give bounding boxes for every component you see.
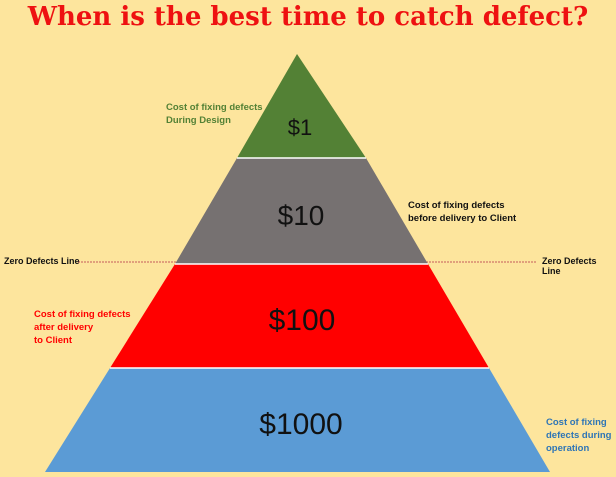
caption-design: Cost of fixing defects During Design: [166, 102, 263, 126]
tier-operation: [45, 368, 550, 472]
tier-label-before-delivery: $10: [278, 200, 325, 231]
tier-label-operation: $1000: [259, 408, 342, 441]
page-title: When is the best time to catch defect?: [27, 2, 589, 32]
zero-defects-label-right: Zero Defects Line: [542, 256, 597, 276]
zero-defects-label-left: Zero Defects Line: [4, 256, 80, 266]
tier-label-after-delivery: $100: [269, 304, 336, 337]
tier-design: [237, 54, 366, 158]
caption-operation: Cost of fixing defects during operation: [546, 417, 612, 454]
tier-label-design: $1: [288, 115, 312, 140]
tier-after-delivery: [110, 264, 489, 368]
tier-before-delivery: [175, 158, 428, 264]
caption-after-delivery: Cost of fixing defects after delivery to…: [34, 309, 131, 346]
caption-before-delivery: Cost of fixing defects before delivery t…: [408, 200, 517, 224]
